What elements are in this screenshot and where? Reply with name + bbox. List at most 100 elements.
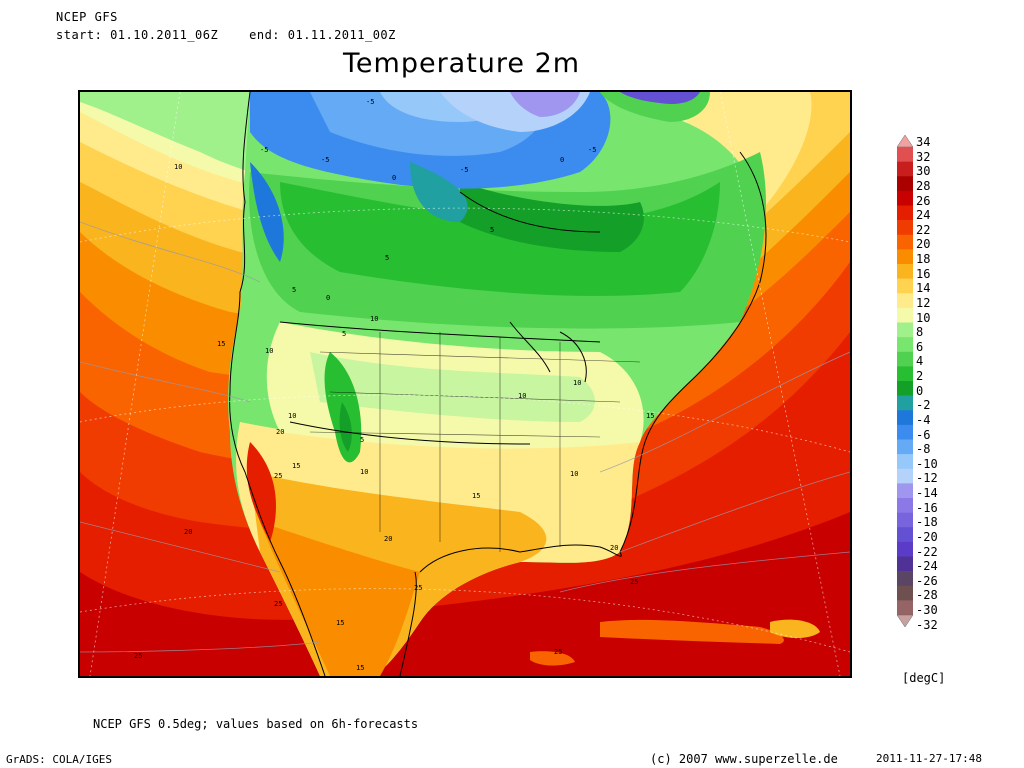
colorbar-swatch	[897, 585, 913, 601]
contour-label: 25	[554, 648, 562, 656]
colorbar-swatch	[897, 454, 913, 470]
contour-label: 0	[326, 294, 330, 302]
colorbar	[897, 135, 913, 627]
colorbar-tick-label: -26	[916, 573, 938, 588]
colorbar-swatch	[897, 556, 913, 572]
contour-label: 5	[385, 254, 389, 262]
map-title: Temperature 2m	[343, 48, 581, 79]
colorbar-tick-label: 16	[916, 266, 931, 281]
contour-label: 5	[360, 436, 364, 444]
colorbar-tick-label: 34	[916, 135, 931, 149]
colorbar-tick-label: 32	[916, 149, 931, 164]
timestamp: 2011-11-27-17:48	[876, 752, 982, 765]
contour-label: -5	[260, 146, 268, 154]
contour-label: 15	[646, 412, 654, 420]
colorbar-swatch	[897, 220, 913, 236]
contour-label: 5	[342, 330, 346, 338]
colorbar-swatch	[897, 205, 913, 221]
model-label: NCEP GFS	[56, 10, 118, 24]
contour-label: 25	[414, 584, 422, 592]
colorbar-tick-label: -20	[916, 529, 938, 544]
contour-label: 20	[610, 544, 618, 552]
colorbar-tick-label: 2	[916, 369, 924, 383]
colorbar-swatch	[897, 293, 913, 309]
contour-label: 5	[490, 226, 494, 234]
colorbar-swatch	[897, 381, 913, 396]
colorbar-tick-label: 0	[916, 383, 924, 398]
colorbar-cap-bottom	[897, 614, 913, 627]
colorbar-swatch	[897, 395, 913, 411]
contour-label: 20	[384, 535, 392, 543]
grads-credit: GrADS: COLA/IGES	[6, 753, 112, 766]
contour-label: 15	[336, 619, 344, 627]
colorbar-swatch	[897, 366, 913, 382]
colorbar-tick-label: -14	[916, 486, 938, 500]
contour-label: -5	[366, 98, 374, 106]
contour-label: 10	[265, 347, 273, 355]
colorbar-swatch	[897, 190, 913, 206]
colorbar-tick-label: 26	[916, 193, 931, 208]
colorbar-tick-label: -16	[916, 500, 938, 515]
contour-label: 10	[360, 468, 368, 476]
contour-label: 15	[356, 664, 364, 672]
colorbar-swatch	[897, 278, 913, 294]
colorbar-tick-label: -28	[916, 588, 938, 603]
colorbar-tick-label: 4	[916, 354, 924, 369]
colorbar-tick-label: -24	[916, 559, 938, 574]
colorbar-swatch	[897, 176, 913, 192]
contour-label: 25	[274, 600, 282, 608]
contour-label: 10	[174, 163, 182, 171]
contour-label: 25	[630, 578, 638, 586]
colorbar-tick-label: 14	[916, 281, 931, 296]
colorbar-tick-label: -2	[916, 398, 931, 413]
colorbar-tick-label: -18	[916, 515, 938, 530]
colorbar-tick-label: 12	[916, 295, 931, 310]
colorbar-unit: [degC]	[902, 671, 946, 685]
contour-label: 10	[370, 315, 378, 323]
contour-label: 10	[570, 470, 578, 478]
colorbar-swatch	[897, 147, 913, 162]
colorbar-tick-label: 20	[916, 237, 931, 252]
colorbar-swatch	[897, 439, 913, 455]
colorbar-tick-label: -4	[916, 412, 931, 427]
colorbar-tick-label: -30	[916, 603, 938, 617]
colorbar-tick-label: 18	[916, 252, 931, 266]
colorbar-swatch	[897, 498, 913, 513]
colorbar-tick-label: 6	[916, 339, 924, 354]
contour-label: 20	[276, 428, 284, 436]
colorbar-tick-label: 28	[916, 178, 931, 193]
contour-label: 15	[472, 492, 480, 500]
colorbar-swatch	[897, 468, 913, 484]
colorbar-swatch	[897, 351, 913, 367]
colorbar-tick-label: 30	[916, 164, 931, 179]
contour-label: -5	[460, 166, 468, 174]
colorbar-tick-label: -8	[916, 442, 931, 457]
colorbar-swatch	[897, 410, 913, 426]
colorbar-swatch	[897, 424, 913, 440]
contour-label: 10	[518, 392, 526, 400]
contour-label: -5	[588, 146, 596, 154]
colorbar-swatch	[897, 161, 913, 177]
colorbar-tick-label: -22	[916, 544, 938, 559]
contour-label: 0	[560, 156, 564, 164]
contour-label: 25	[134, 652, 142, 660]
temperature-map: -5 -5 -5 -5 -5 0 0 0 5 5 5 5 5 10 10 10 …	[78, 90, 852, 678]
colorbar-swatch	[897, 249, 913, 265]
colorbar-tick-label: -12	[916, 471, 938, 486]
colorbar-swatch	[897, 322, 913, 338]
colorbar-cap-top	[897, 135, 913, 148]
colorbar-tick-label: -32	[916, 617, 938, 632]
colorbar-swatch	[897, 337, 913, 353]
contour-label: 15	[217, 340, 225, 348]
contour-label: 15	[292, 462, 300, 470]
contour-label: 10	[573, 379, 581, 387]
colorbar-swatch	[897, 600, 913, 616]
contour-label: 25	[274, 472, 282, 480]
contour-label: -5	[321, 156, 329, 164]
colorbar-swatch	[897, 307, 913, 323]
contour-label: 0	[392, 174, 396, 182]
colorbar-tick-label: 10	[916, 310, 931, 325]
colorbar-tick-label: -6	[916, 427, 931, 442]
colorbar-swatch	[897, 512, 913, 528]
colorbar-swatch	[897, 264, 913, 279]
